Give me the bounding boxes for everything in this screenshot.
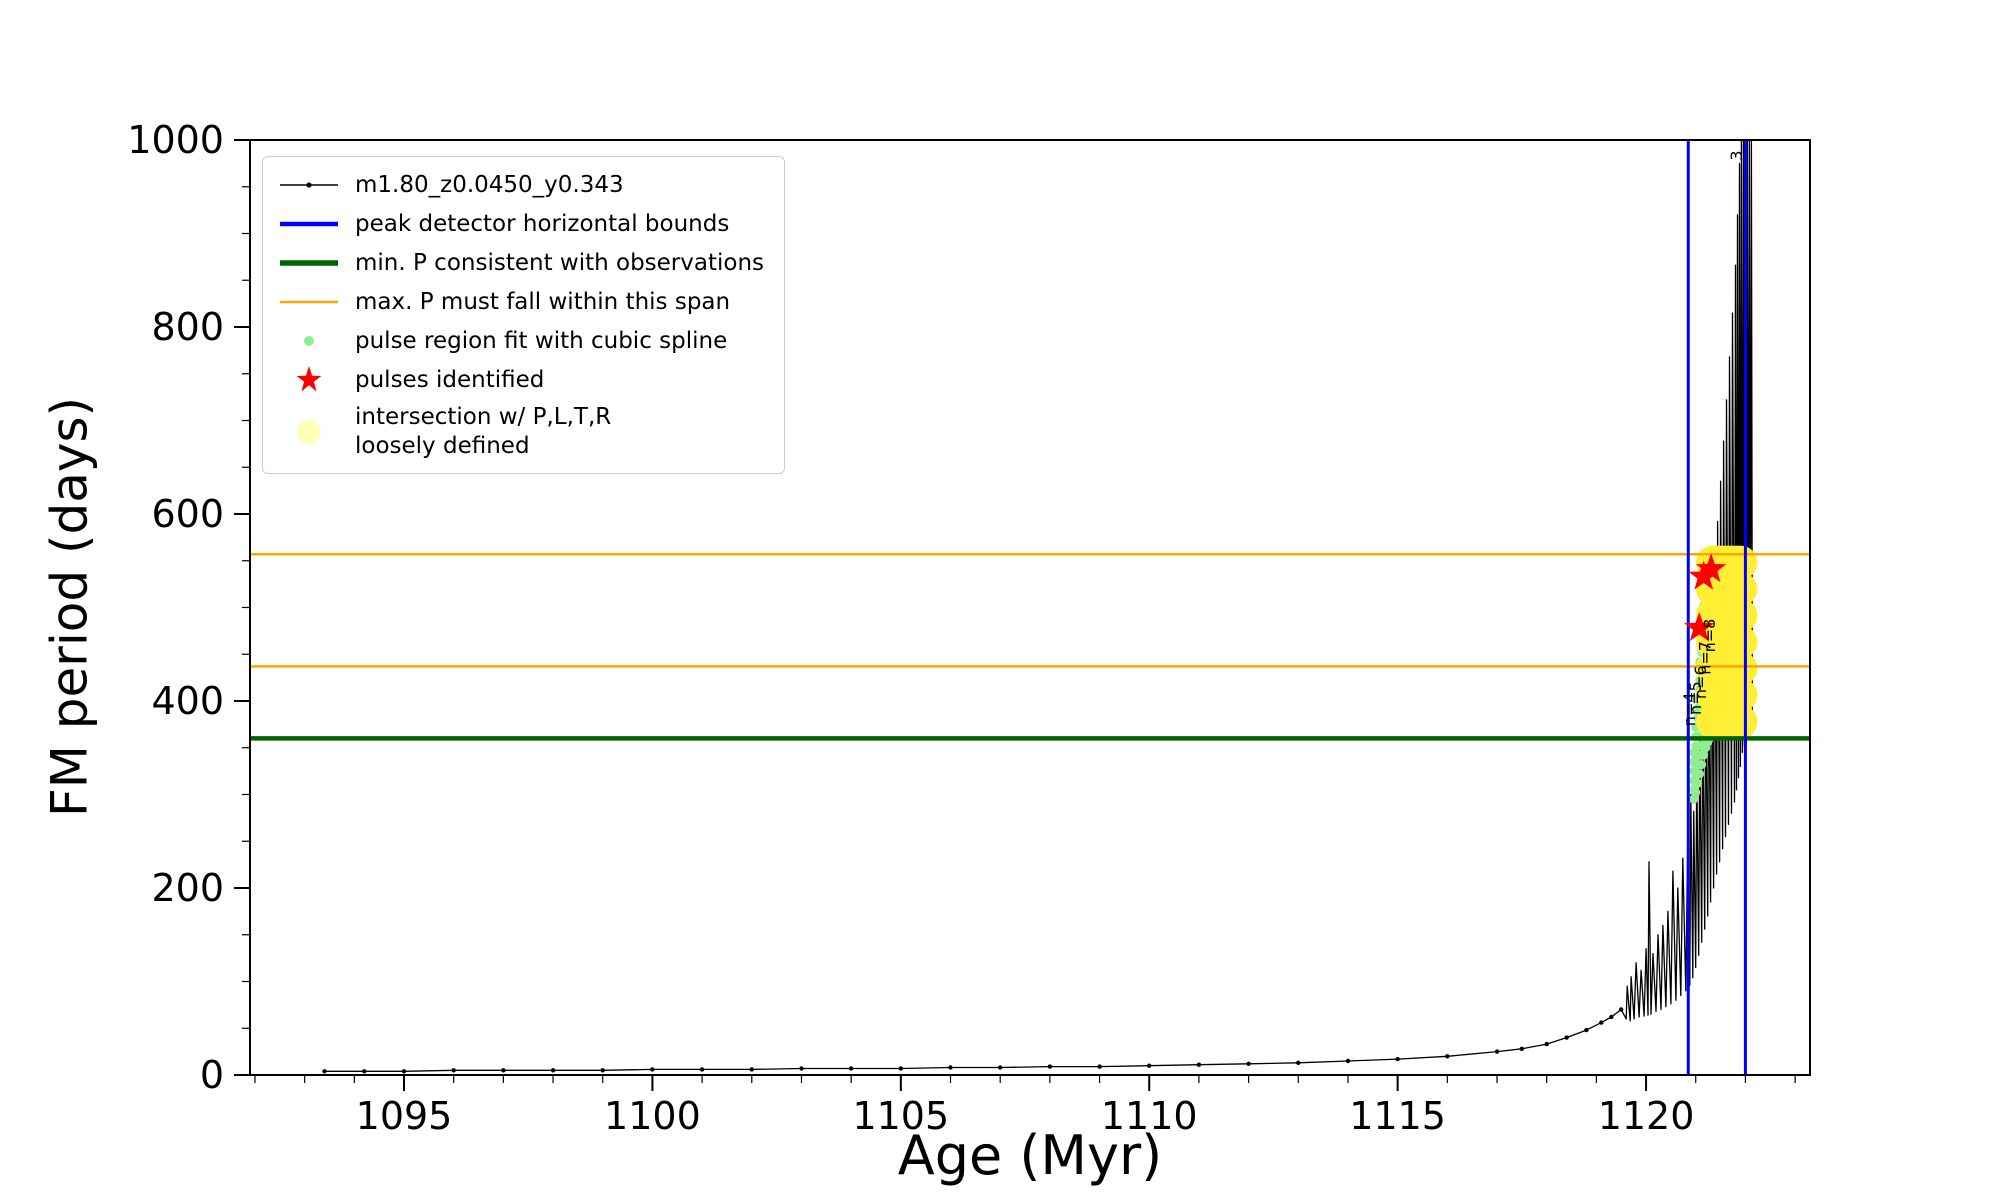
legend-label: intersection w/ P,L,T,R loosely defined — [355, 404, 612, 459]
annotation: n=5 — [1686, 681, 1705, 715]
legend-label: peak detector horizontal bounds — [355, 210, 730, 237]
green-line-swatch — [280, 260, 338, 266]
legend-item-max-p: max. P must fall within this span — [277, 286, 764, 318]
annotations: n=4n=5n=6n=7n=8 3 — [1680, 150, 1746, 726]
annotation: n=7 — [1696, 641, 1715, 675]
orange-line-swatch — [280, 300, 338, 304]
blue-line-swatch — [280, 221, 338, 227]
annotation: n=6 — [1691, 665, 1710, 699]
legend-item-min-p: min. P consistent with observations — [277, 247, 764, 279]
legend-label: pulse region fit with cubic spline — [355, 327, 728, 354]
x-tick-label: 1105 — [852, 1094, 949, 1138]
small-dot-swatch — [304, 336, 314, 346]
legend-label: max. P must fall within this span — [355, 288, 731, 315]
legend-item-track: m1.80_z0.0450_y0.343 — [277, 169, 764, 201]
y-tick-label: 200 — [151, 866, 224, 910]
annotation: 3 — [1727, 150, 1746, 160]
legend: m1.80_z0.0450_y0.343 peak detector horiz… — [262, 156, 786, 474]
big-dot-swatch — [297, 419, 321, 444]
peak-bound-lines — [1686, 140, 1747, 1075]
y-axis-label: FM period (days) — [40, 397, 99, 817]
y-tick-label: 600 — [151, 492, 224, 536]
legend-item-spline: pulse region fit with cubic spline — [277, 325, 764, 357]
axes: 1095 1100 1105 1110 1115 1120 0 200 400 600 800 100… — [127, 118, 1811, 1138]
x-tick-label: 1120 — [1598, 1094, 1695, 1138]
legend-label: min. P consistent with observations — [355, 249, 765, 276]
legend-label: m1.80_z0.0450_y0.343 — [355, 171, 624, 198]
x-axis-label: Age (Myr) — [897, 1124, 1163, 1187]
x-tick-label: 1095 — [356, 1094, 453, 1138]
x-tick-label: 1115 — [1349, 1094, 1446, 1138]
line-dot-swatch — [280, 182, 338, 188]
horizontal-lines — [250, 552, 1810, 741]
legend-item-peak-bounds: peak detector horizontal bounds — [277, 208, 764, 240]
annotation: n=8 — [1700, 619, 1719, 653]
star-swatch — [296, 366, 322, 392]
y-tick-label: 1000 — [127, 118, 224, 162]
y-tick-label: 800 — [151, 305, 224, 349]
track-series — [322, 139, 1754, 1074]
legend-label: pulses identified — [355, 366, 545, 393]
y-tick-label: 0 — [200, 1053, 224, 1097]
x-tick-label: 1110 — [1101, 1094, 1198, 1138]
legend-item-intersection: intersection w/ P,L,T,R loosely defined — [277, 403, 764, 461]
pulse-stars — [1684, 553, 1727, 641]
legend-item-pulses: pulses identified — [277, 364, 764, 396]
x-tick-label: 1100 — [604, 1094, 701, 1138]
annotation: n=4 — [1680, 692, 1699, 726]
y-tick-label: 400 — [151, 679, 224, 723]
